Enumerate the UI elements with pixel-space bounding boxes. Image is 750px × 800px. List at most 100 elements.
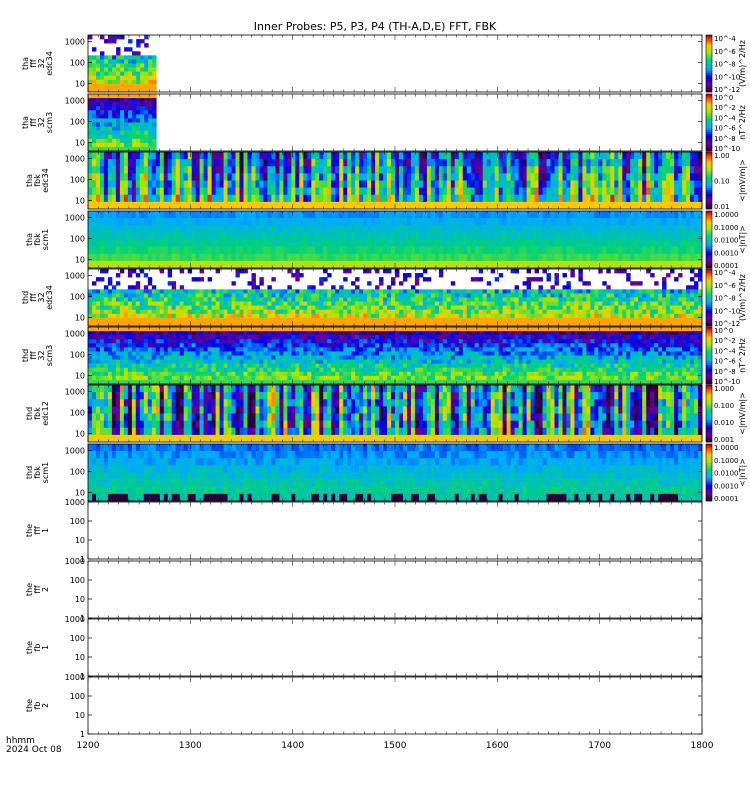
y-axis-label: 32 [37, 58, 46, 68]
y-axis-label: fff [29, 59, 38, 68]
y-tick-label: 10 [75, 489, 85, 498]
y-axis-label: tha [21, 57, 30, 70]
y-tick-label: 1000 [65, 329, 85, 338]
y-tick-label: 1 [80, 614, 85, 623]
y-tick-label: 1000 [65, 446, 85, 455]
y-axis-label: the [25, 641, 34, 654]
colorbar-tick-label: 1.00 [714, 152, 730, 160]
y-axis-label: the [25, 699, 34, 712]
y-axis-label: thd [21, 349, 30, 362]
y-tick-label: 1000 [65, 154, 85, 163]
y-axis-label: tha [25, 233, 34, 246]
colorbar-tick-label: 0.0001 [714, 495, 739, 503]
y-tick-label: 10 [75, 711, 85, 720]
colorbar-label: (V/m)^2/Hz [738, 40, 747, 87]
y-tick-label: 100 [70, 634, 85, 643]
panel-tha-fff32-scm3: 10 100 1000 tha fff 32 scm3 [21, 93, 703, 152]
colorbar-tick-label: 0.010 [714, 419, 734, 427]
y-tick-label: 100 [70, 117, 85, 126]
colorbar-tick-label: 1.0000 [714, 211, 739, 219]
y-tick-label: 10 [75, 197, 85, 206]
y-axis-label: fb [33, 702, 42, 710]
colorbar-thd-fff32-edc34: 10^-12 10^-10 10^-8 10^-6 10^-4(V/m)^2/Hz [705, 268, 747, 328]
y-tick-label: 1000 [65, 498, 85, 507]
colorbar-tick-label: 10^0 [714, 327, 733, 335]
y-axis-label: edc12 [41, 401, 50, 426]
x-unit-label: hhmm [6, 736, 35, 746]
panel-frame [87, 676, 703, 735]
y-tick-label: 10 [75, 430, 85, 439]
colorbar-label: nT^2/Hz [738, 338, 747, 373]
colorbar-tick-label: 10^-4 [714, 347, 736, 355]
colorbar-tha-fff32-scm3: 10^-10 10^-8 10^-6 10^-4 10^-2 10^0 nT^2/Hz [705, 93, 747, 153]
colorbar-tick-label: 0.0100 [714, 237, 739, 245]
x-tick-label: 1600 [486, 741, 509, 751]
x-tick-label: 1800 [691, 741, 714, 751]
colorbar-label: nT^2/Hz [738, 105, 747, 140]
y-axis-label: edc34 [45, 285, 54, 310]
y-axis-label: the [25, 524, 34, 537]
colorbar-tick-label: 10^-2 [714, 104, 736, 112]
colorbar-tick-label: 0.0010 [714, 482, 739, 490]
colorbar-thd-fff32-scm3: 10^-10 10^-8 10^-6 10^-4 10^-2 10^0 nT^2/Hz [705, 326, 747, 386]
y-axis-label: fbk [33, 233, 42, 246]
colorbar-tick-label: 10^-8 [714, 368, 736, 376]
colorbar-tha-fbk-edc34: 0.01 0.10 1.00 <|mV/m|> [705, 151, 747, 211]
y-tick-label: 10 [75, 595, 85, 604]
panel-tha-fbk-scm1: 10 100 1000 tha fbk scm1 [25, 210, 703, 269]
colorbar-tick-label: 0.0100 [714, 470, 739, 478]
colorbar-tick-label: 10^-6 [714, 48, 736, 56]
colorbar-label: <|nT|> [738, 225, 747, 254]
y-axis-label: fff [33, 526, 42, 535]
y-tick-label: 1000 [65, 557, 85, 566]
y-tick-label: 1 [80, 730, 85, 739]
y-tick-label: 10 [75, 80, 85, 89]
y-axis-label: the [25, 583, 34, 596]
colorbar-tick-label: 0.001 [714, 436, 734, 444]
y-axis-label: tha [21, 116, 30, 129]
colorbar-tick-label: 0.1000 [714, 224, 739, 232]
y-tick-label: 10 [75, 372, 85, 381]
colorbar-tick-label: 10^-6 [714, 358, 736, 366]
y-axis-label: thd [25, 407, 34, 420]
panel-frame [87, 501, 703, 560]
colorbar-tick-label: 10^-10 [714, 145, 740, 153]
panel-tha-fbk-edc34: 10 100 1000 tha fbk edc34 [25, 151, 703, 210]
y-tick-label: 100 [70, 234, 85, 243]
y-axis-label: edc34 [41, 168, 50, 193]
colorbar-tick-label: 0.100 [714, 402, 734, 410]
colorbar-tick-label: 10^0 [714, 94, 733, 102]
colorbar-thd-fbk-scm1: 0.0001 0.0010 0.0100 0.1000 1.0000 <|nT|> [705, 443, 747, 503]
y-tick-label: 100 [70, 517, 85, 526]
colorbar-tha-fff32-edc34: 10^-12 10^-10 10^-8 10^-6 10^-4(V/m)^2/Hz [705, 34, 747, 94]
y-tick-label: 10 [75, 536, 85, 545]
y-tick-label: 100 [70, 692, 85, 701]
panel-the-fb-2: 1 10 100 1000 the fb 2 [25, 673, 703, 739]
colorbar-tick-label: 10^-10 [714, 73, 740, 81]
colorbar-label: (V/m)^2/Hz [738, 274, 747, 321]
colorbar-tick-label: 10^-2 [714, 337, 736, 345]
y-axis-label: fbk [33, 407, 42, 420]
y-axis-label: fb [33, 644, 42, 652]
colorbar-label: <|mV/m|> [738, 392, 747, 435]
x-tick-label: 1200 [77, 741, 100, 751]
y-tick-label: 10 [75, 314, 85, 323]
y-axis-label: fff [29, 351, 38, 360]
colorbar-label: <|nT|> [738, 458, 747, 487]
y-axis-label: 1 [41, 528, 50, 533]
colorbar-tick-label: 0.1000 [714, 457, 739, 465]
colorbar-tick-label: 0.0001 [714, 262, 739, 270]
panel-thd-fbk-edc12: 10 100 1000 thd fbk edc12 [25, 384, 703, 443]
colorbar-tick-label: 10^-8 [714, 135, 736, 143]
colorbar-label: <|mV/m|> [738, 159, 747, 202]
y-axis-label: 2 [41, 587, 50, 592]
colorbar-tick-label: 0.0010 [714, 249, 739, 257]
y-axis-label: thd [21, 291, 30, 304]
colorbar-thd-fbk-edc12: 0.001 0.010 0.100 1.000 <|mV/m|> [705, 384, 747, 444]
panel-frame [87, 93, 703, 152]
x-tick-label: 1700 [588, 741, 611, 751]
y-tick-label: 100 [70, 350, 85, 359]
y-tick-label: 1000 [65, 37, 85, 46]
